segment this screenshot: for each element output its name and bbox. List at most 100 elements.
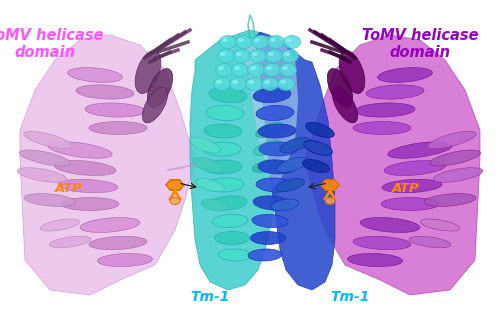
Ellipse shape xyxy=(218,49,234,63)
Ellipse shape xyxy=(264,80,270,84)
Ellipse shape xyxy=(256,178,294,192)
Ellipse shape xyxy=(258,160,296,174)
Text: ToMV helicase
domain: ToMV helicase domain xyxy=(362,28,478,60)
Polygon shape xyxy=(166,180,184,190)
Ellipse shape xyxy=(98,254,152,267)
Ellipse shape xyxy=(254,141,282,155)
Ellipse shape xyxy=(304,141,332,155)
Ellipse shape xyxy=(325,198,335,204)
Ellipse shape xyxy=(353,121,411,135)
Ellipse shape xyxy=(218,66,224,70)
Ellipse shape xyxy=(135,50,161,94)
Ellipse shape xyxy=(49,236,91,248)
Ellipse shape xyxy=(61,198,119,211)
Ellipse shape xyxy=(204,124,242,138)
Ellipse shape xyxy=(246,78,262,90)
Ellipse shape xyxy=(216,64,232,76)
Text: Tm-1: Tm-1 xyxy=(190,290,230,304)
Ellipse shape xyxy=(214,78,230,90)
Ellipse shape xyxy=(248,64,264,76)
Ellipse shape xyxy=(54,161,116,176)
Ellipse shape xyxy=(80,218,140,233)
Ellipse shape xyxy=(236,35,252,49)
Ellipse shape xyxy=(282,49,298,63)
Ellipse shape xyxy=(284,52,290,56)
Ellipse shape xyxy=(284,35,300,49)
PathPatch shape xyxy=(255,32,335,290)
Text: Tm-1: Tm-1 xyxy=(330,290,370,304)
Ellipse shape xyxy=(206,105,244,121)
Ellipse shape xyxy=(232,64,248,76)
Ellipse shape xyxy=(20,150,70,166)
Ellipse shape xyxy=(353,236,411,250)
Ellipse shape xyxy=(209,87,247,103)
Ellipse shape xyxy=(256,122,284,138)
Ellipse shape xyxy=(209,196,247,210)
Text: ATP: ATP xyxy=(392,182,420,194)
Ellipse shape xyxy=(203,142,241,156)
Ellipse shape xyxy=(266,66,272,70)
Ellipse shape xyxy=(250,66,256,70)
Ellipse shape xyxy=(253,87,291,103)
Ellipse shape xyxy=(262,78,278,90)
Ellipse shape xyxy=(248,80,254,84)
Ellipse shape xyxy=(360,218,420,233)
Ellipse shape xyxy=(232,80,238,84)
Ellipse shape xyxy=(238,38,244,42)
Ellipse shape xyxy=(218,249,252,261)
Ellipse shape xyxy=(384,161,446,176)
Ellipse shape xyxy=(89,236,147,250)
Ellipse shape xyxy=(214,232,250,244)
Ellipse shape xyxy=(424,194,476,206)
Ellipse shape xyxy=(204,160,242,174)
Ellipse shape xyxy=(170,198,180,204)
Ellipse shape xyxy=(216,80,222,84)
Ellipse shape xyxy=(266,49,282,63)
Ellipse shape xyxy=(270,38,276,42)
Ellipse shape xyxy=(58,179,118,193)
Ellipse shape xyxy=(259,142,297,156)
Ellipse shape xyxy=(190,137,220,153)
Ellipse shape xyxy=(220,52,226,56)
Ellipse shape xyxy=(268,52,274,56)
Ellipse shape xyxy=(89,121,147,135)
Ellipse shape xyxy=(388,142,452,158)
Ellipse shape xyxy=(258,124,296,138)
Ellipse shape xyxy=(18,168,66,182)
Ellipse shape xyxy=(253,196,291,210)
Ellipse shape xyxy=(222,38,228,42)
Ellipse shape xyxy=(378,68,432,82)
Ellipse shape xyxy=(264,64,280,76)
Ellipse shape xyxy=(85,103,145,117)
Ellipse shape xyxy=(428,131,476,149)
Ellipse shape xyxy=(230,78,246,90)
Ellipse shape xyxy=(286,38,292,42)
Ellipse shape xyxy=(148,69,172,107)
Ellipse shape xyxy=(212,214,248,228)
Ellipse shape xyxy=(280,80,286,84)
Ellipse shape xyxy=(201,199,229,211)
Ellipse shape xyxy=(420,219,460,231)
Ellipse shape xyxy=(328,69,352,107)
Ellipse shape xyxy=(355,103,415,117)
Ellipse shape xyxy=(234,49,250,63)
Ellipse shape xyxy=(24,194,76,206)
Ellipse shape xyxy=(348,254,403,267)
Ellipse shape xyxy=(302,160,330,172)
Ellipse shape xyxy=(434,168,482,182)
Ellipse shape xyxy=(250,232,286,244)
Ellipse shape xyxy=(280,64,296,76)
Ellipse shape xyxy=(278,78,294,90)
Ellipse shape xyxy=(252,214,288,228)
Ellipse shape xyxy=(366,85,424,99)
Ellipse shape xyxy=(276,157,308,172)
Ellipse shape xyxy=(234,66,240,70)
Text: ToMV helicase
domain: ToMV helicase domain xyxy=(0,28,104,60)
Ellipse shape xyxy=(192,157,224,172)
Ellipse shape xyxy=(236,52,242,56)
Ellipse shape xyxy=(48,142,112,158)
Ellipse shape xyxy=(381,198,439,211)
Text: ATP: ATP xyxy=(55,182,83,194)
Ellipse shape xyxy=(430,150,480,166)
Ellipse shape xyxy=(306,122,334,138)
